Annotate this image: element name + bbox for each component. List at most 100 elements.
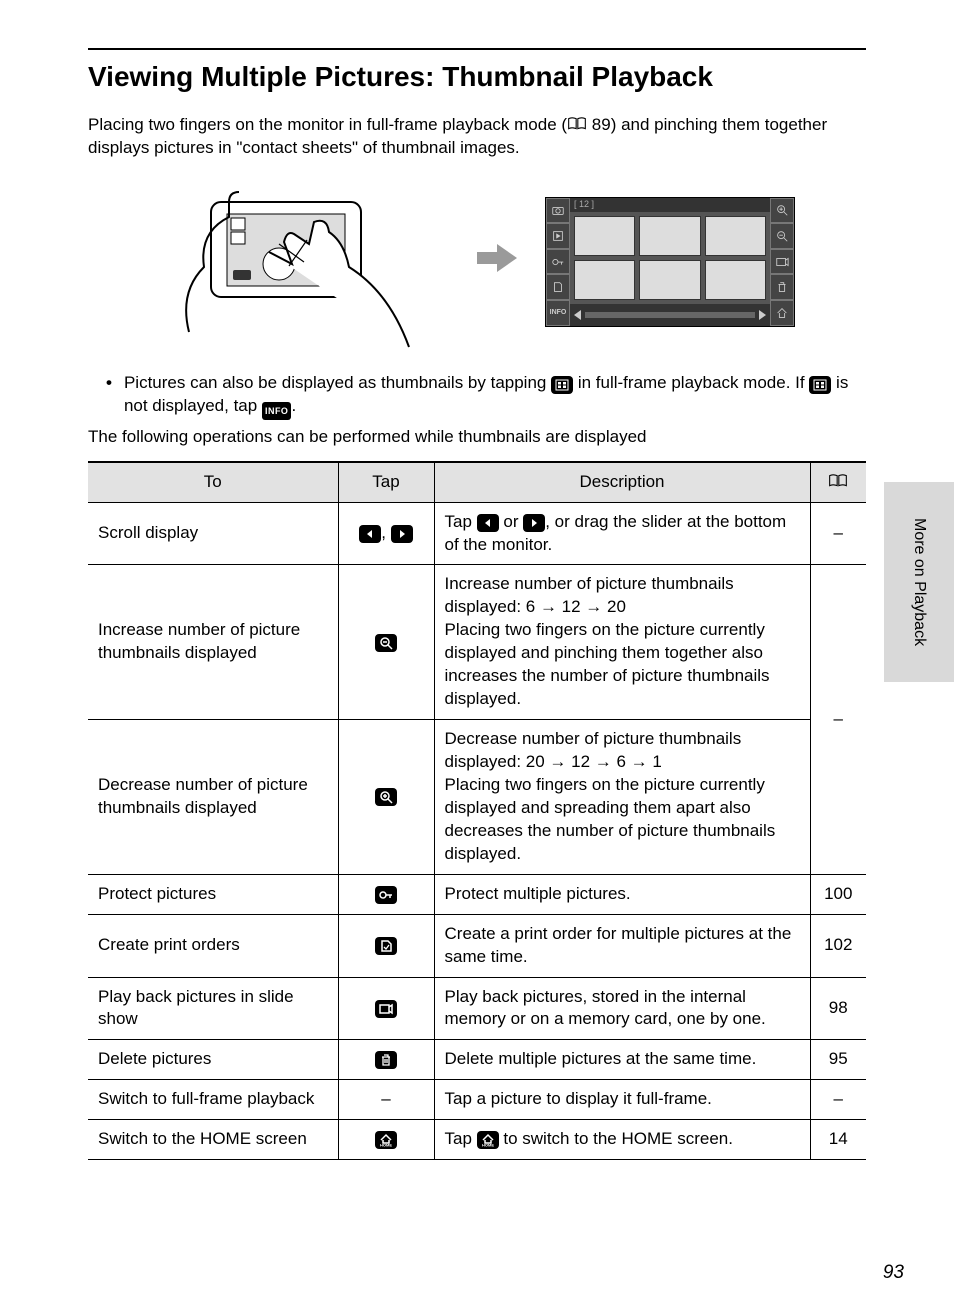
thumbnail-grid-icon bbox=[809, 376, 831, 394]
svg-text:HOME: HOME bbox=[482, 1143, 494, 1148]
cell-tap bbox=[338, 1040, 434, 1080]
table-row: Protect pictures Protect multiple picture… bbox=[88, 874, 866, 914]
zoom-out-icon bbox=[375, 634, 397, 652]
trash-icon bbox=[770, 274, 794, 300]
screen-right-toolbar bbox=[770, 198, 794, 326]
cell-to: Protect pictures bbox=[88, 874, 338, 914]
nav-left-icon bbox=[477, 514, 499, 532]
playback-icon bbox=[546, 223, 570, 249]
table-row: Play back pictures in slide show Play bac… bbox=[88, 977, 866, 1040]
bullet-text: Pictures can also be displayed as thumbn… bbox=[124, 372, 866, 420]
cell-to: Scroll display bbox=[88, 502, 338, 565]
cell-description: Decrease number of picture thumbnails di… bbox=[434, 720, 810, 875]
cell-description: Tap a picture to display it full-frame. bbox=[434, 1080, 810, 1120]
manual-page: More on Playback Viewing Multiple Pictur… bbox=[0, 0, 954, 1314]
cell-to: Play back pictures in slide show bbox=[88, 977, 338, 1040]
cell-tap bbox=[338, 565, 434, 720]
cell-description: Tap HOME to switch to the HOME screen. bbox=[434, 1120, 810, 1160]
page-number: 93 bbox=[883, 1260, 904, 1286]
header-to: To bbox=[88, 462, 338, 502]
page-title: Viewing Multiple Pictures: Thumbnail Pla… bbox=[88, 58, 866, 96]
book-ref-icon bbox=[567, 117, 587, 131]
bullet-marker: • bbox=[106, 372, 112, 420]
cell-reference: 102 bbox=[810, 914, 866, 977]
operations-table: To Tap Description Scroll display, Tap o… bbox=[88, 461, 866, 1161]
cell-description: Delete multiple pictures at the same tim… bbox=[434, 1040, 810, 1080]
home-icon: HOME bbox=[477, 1131, 499, 1149]
cell-reference: 100 bbox=[810, 874, 866, 914]
bullet-note: • Pictures can also be displayed as thum… bbox=[106, 372, 866, 420]
screen-slider-bar bbox=[570, 304, 770, 326]
cell-description: Tap or , or drag the slider at the botto… bbox=[434, 502, 810, 565]
cell-reference: – bbox=[810, 502, 866, 565]
nav-right-icon bbox=[523, 514, 545, 532]
slideshow-icon bbox=[770, 249, 794, 275]
thumbnail-screen-illustration: INFO [ 12 ] bbox=[545, 197, 795, 327]
cell-to: Increase number of picture thumbnails di… bbox=[88, 565, 338, 720]
section-side-tab-label: More on Playback bbox=[908, 518, 930, 646]
nav-right-icon bbox=[391, 525, 413, 543]
arrow-icon bbox=[477, 242, 517, 281]
cell-tap bbox=[338, 977, 434, 1040]
cell-to: Switch to full-frame playback bbox=[88, 1080, 338, 1120]
intro-paragraph: Placing two fingers on the monitor in fu… bbox=[88, 114, 866, 160]
hand-pinch-illustration bbox=[159, 172, 449, 352]
screen-thumbnail-grid bbox=[570, 212, 770, 304]
table-row: Decrease number of picture thumbnails di… bbox=[88, 720, 866, 875]
camera-icon bbox=[546, 198, 570, 224]
intro-text-a: Placing two fingers on the monitor in fu… bbox=[88, 115, 567, 134]
header-tap: Tap bbox=[338, 462, 434, 502]
cell-reference: – bbox=[810, 565, 866, 874]
table-row: Increase number of picture thumbnails di… bbox=[88, 565, 866, 720]
key-icon bbox=[375, 886, 397, 904]
cell-tap: – bbox=[338, 1080, 434, 1120]
info-icon: INFO bbox=[546, 300, 570, 326]
cell-description: Create a print order for multiple pictur… bbox=[434, 914, 810, 977]
zoom-out-icon bbox=[770, 223, 794, 249]
key-icon bbox=[546, 249, 570, 275]
table-row: Switch to full-frame playback–Tap a pict… bbox=[88, 1080, 866, 1120]
cell-tap bbox=[338, 720, 434, 875]
table-row: Delete pictures Delete multiple pictures … bbox=[88, 1040, 866, 1080]
header-reference bbox=[810, 462, 866, 502]
cell-description: Increase number of picture thumbnails di… bbox=[434, 565, 810, 720]
slideshow-icon bbox=[375, 1000, 397, 1018]
table-row: Switch to the HOME screenHOMETap HOME to… bbox=[88, 1120, 866, 1160]
table-row: Create print orders Create a print order … bbox=[88, 914, 866, 977]
trash-icon bbox=[375, 1051, 397, 1069]
table-lead-text: The following operations can be performe… bbox=[88, 426, 866, 449]
title-rule bbox=[88, 48, 866, 50]
cell-reference: – bbox=[810, 1080, 866, 1120]
cell-tap: HOME bbox=[338, 1120, 434, 1160]
cell-to: Delete pictures bbox=[88, 1040, 338, 1080]
table-header-row: To Tap Description bbox=[88, 462, 866, 502]
cell-tap bbox=[338, 874, 434, 914]
print-order-icon bbox=[375, 937, 397, 955]
cell-description: Play back pictures, stored in the intern… bbox=[434, 977, 810, 1040]
print-order-icon bbox=[546, 274, 570, 300]
cell-tap bbox=[338, 914, 434, 977]
nav-left-icon bbox=[359, 525, 381, 543]
home-icon bbox=[770, 300, 794, 326]
header-description: Description bbox=[434, 462, 810, 502]
zoom-in-icon bbox=[375, 788, 397, 806]
thumbnail-grid-icon bbox=[551, 376, 573, 394]
screen-counter-bar: [ 12 ] bbox=[570, 198, 770, 212]
cell-reference: 98 bbox=[810, 977, 866, 1040]
section-side-tab: More on Playback bbox=[884, 482, 954, 682]
info-chip-icon: INFO bbox=[262, 402, 292, 420]
home-icon: HOME bbox=[375, 1131, 397, 1149]
cell-description: Protect multiple pictures. bbox=[434, 874, 810, 914]
cell-reference: 95 bbox=[810, 1040, 866, 1080]
cell-to: Decrease number of picture thumbnails di… bbox=[88, 720, 338, 875]
cell-to: Create print orders bbox=[88, 914, 338, 977]
cell-reference: 14 bbox=[810, 1120, 866, 1160]
cell-tap: , bbox=[338, 502, 434, 565]
intro-ref: 89 bbox=[587, 115, 611, 134]
screen-left-toolbar: INFO bbox=[546, 198, 570, 326]
svg-text:HOME: HOME bbox=[380, 1143, 392, 1148]
table-row: Scroll display, Tap or , or drag the sli… bbox=[88, 502, 866, 565]
cell-to: Switch to the HOME screen bbox=[88, 1120, 338, 1160]
zoom-in-icon bbox=[770, 198, 794, 224]
illustration-row: INFO [ 12 ] bbox=[88, 172, 866, 352]
